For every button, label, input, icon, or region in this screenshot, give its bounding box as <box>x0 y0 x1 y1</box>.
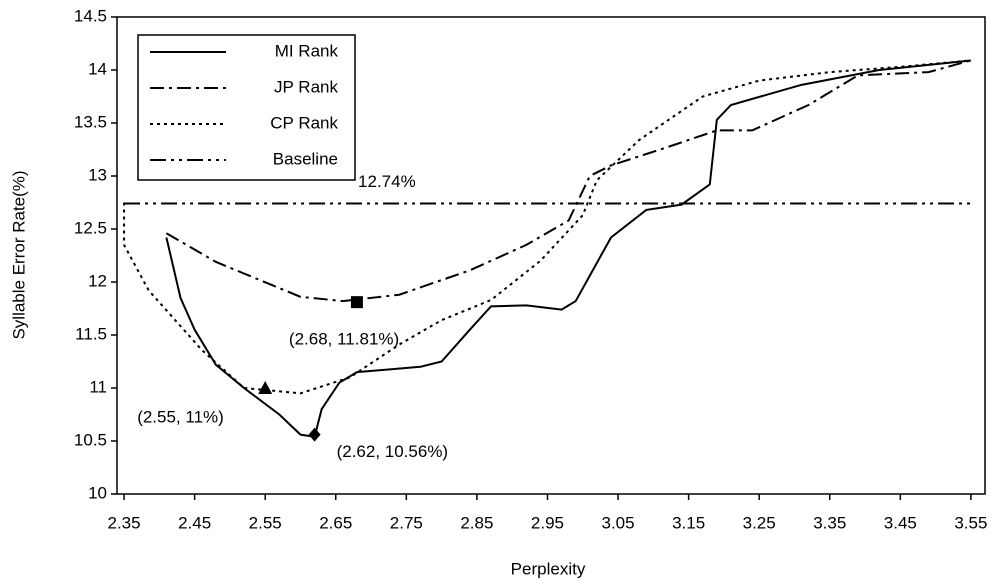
x-tick-label: 3.55 <box>954 513 987 532</box>
point-marker <box>350 296 363 309</box>
plot-frame <box>116 16 986 495</box>
y-tick-label: 12 <box>88 271 107 290</box>
y-tick-label: 14 <box>88 59 107 78</box>
y-tick-label: 11 <box>89 377 107 396</box>
annotation: (2.55, 11%) <box>137 407 224 426</box>
y-tick-label: 14.5 <box>74 6 107 25</box>
x-tick-label: 3.05 <box>601 513 634 532</box>
x-tick-label: 3.45 <box>884 513 917 532</box>
x-tick-label: 2.75 <box>390 513 423 532</box>
x-tick-label: 2.35 <box>108 513 141 532</box>
annotation: (2.68, 11.81%) <box>289 330 399 349</box>
y-tick-label: 13.5 <box>74 112 107 131</box>
legend-label: CP Rank <box>270 113 338 132</box>
x-tick-label: 2.95 <box>531 513 564 532</box>
y-axis-label: Syllable Error Rate(%) <box>9 170 28 339</box>
y-tick-label: 10 <box>88 483 107 502</box>
y-tick-label: 10.5 <box>74 430 107 449</box>
line-series <box>165 59 971 438</box>
legend-label: JP Rank <box>274 77 338 96</box>
x-axis-label: Perplexity <box>511 559 586 578</box>
y-tick-label: 11.5 <box>75 324 107 343</box>
y-tick-label: 12.5 <box>74 218 107 237</box>
x-tick-label: 3.25 <box>743 513 776 532</box>
legend-label: MI Rank <box>275 41 339 60</box>
point-marker <box>258 381 273 394</box>
x-tick-label: 2.55 <box>249 513 282 532</box>
annotation: (2.62, 10.56%) <box>337 442 449 461</box>
legend-label: Baseline <box>273 149 338 168</box>
x-tick-label: 2.45 <box>178 513 211 532</box>
y-tick-label: 13 <box>88 165 107 184</box>
point-marker <box>308 427 321 442</box>
annotation: 12.74% <box>358 172 416 191</box>
x-tick-label: 3.15 <box>672 513 705 532</box>
x-tick-label: 2.85 <box>460 513 493 532</box>
x-tick-label: 2.65 <box>319 513 352 532</box>
line-series <box>165 59 972 303</box>
x-tick-label: 3.35 <box>813 513 846 532</box>
legend-box <box>137 34 356 181</box>
